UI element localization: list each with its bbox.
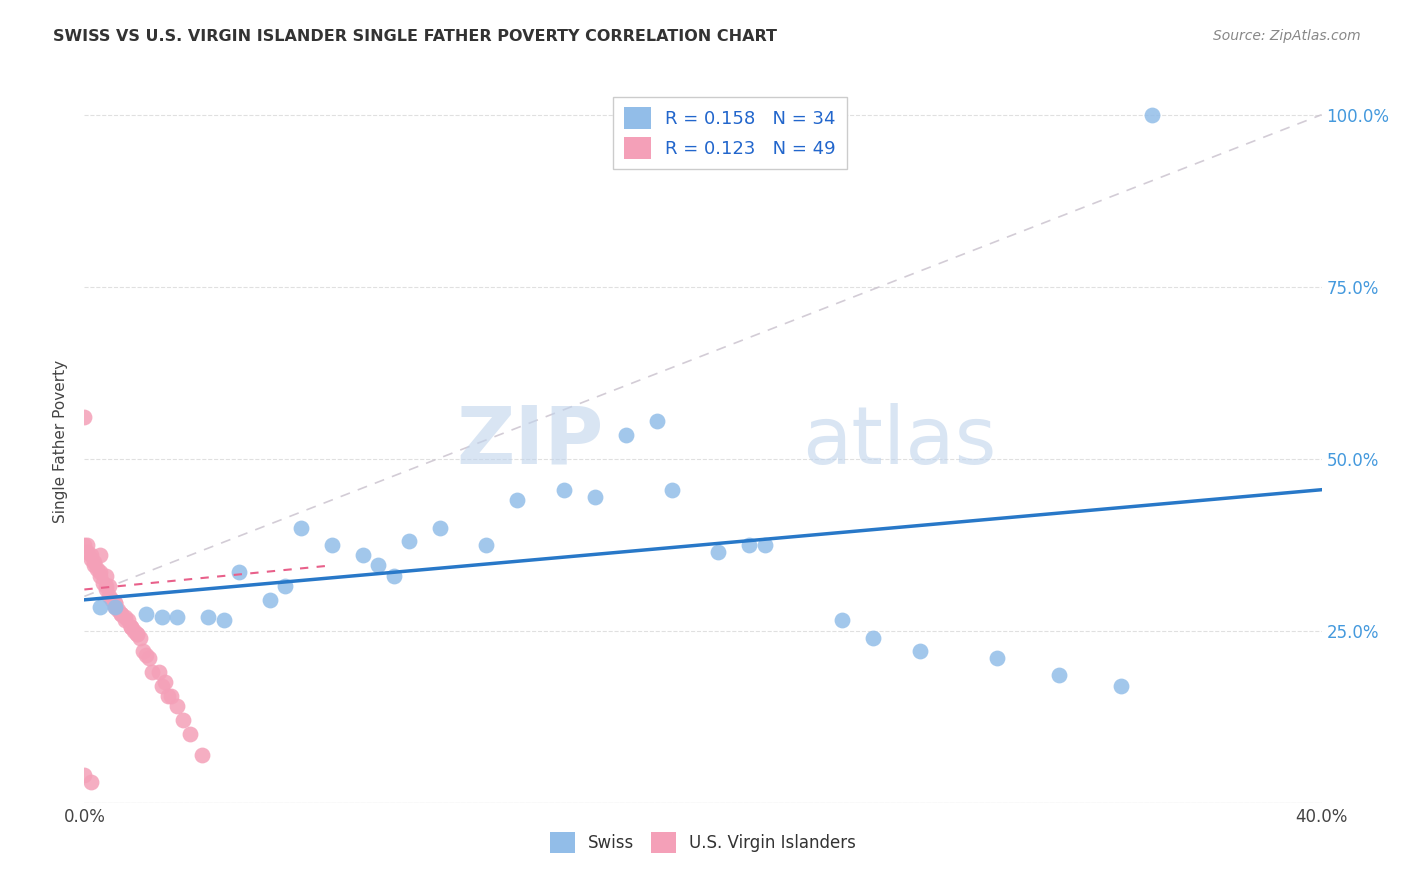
Point xyxy=(191,747,214,762)
Point xyxy=(367,558,389,573)
Point xyxy=(398,534,420,549)
Point xyxy=(83,555,105,569)
Point xyxy=(120,620,142,634)
Point xyxy=(104,599,127,614)
Point xyxy=(197,610,219,624)
Point xyxy=(553,483,575,497)
Point xyxy=(110,607,132,621)
Point xyxy=(1109,679,1132,693)
Point xyxy=(156,689,179,703)
Point xyxy=(166,610,188,624)
Point xyxy=(212,614,235,628)
Point xyxy=(73,768,96,782)
Point xyxy=(89,566,111,580)
Point xyxy=(645,414,668,428)
Point xyxy=(148,665,170,679)
Point xyxy=(114,614,136,628)
Point xyxy=(707,544,730,558)
Point xyxy=(228,566,250,580)
Point xyxy=(114,610,136,624)
Y-axis label: Single Father Poverty: Single Father Poverty xyxy=(53,360,69,523)
Text: SWISS VS U.S. VIRGIN ISLANDER SINGLE FATHER POVERTY CORRELATION CHART: SWISS VS U.S. VIRGIN ISLANDER SINGLE FAT… xyxy=(53,29,778,45)
Point xyxy=(104,596,127,610)
Point xyxy=(129,631,152,645)
Point xyxy=(1140,108,1163,122)
Point xyxy=(79,551,101,566)
Point xyxy=(135,607,157,621)
Point xyxy=(89,599,111,614)
Point xyxy=(110,607,132,621)
Point xyxy=(79,548,101,562)
Point xyxy=(98,590,121,604)
Point xyxy=(89,548,111,562)
Point xyxy=(135,648,157,662)
Text: ZIP: ZIP xyxy=(457,402,605,481)
Point xyxy=(290,520,312,534)
Point xyxy=(259,592,281,607)
Text: atlas: atlas xyxy=(801,402,997,481)
Point xyxy=(83,558,105,573)
Point xyxy=(1047,668,1070,682)
Text: Source: ZipAtlas.com: Source: ZipAtlas.com xyxy=(1213,29,1361,44)
Point xyxy=(125,627,148,641)
Point xyxy=(141,665,163,679)
Point xyxy=(908,644,931,658)
Point xyxy=(79,775,101,789)
Point xyxy=(107,603,129,617)
Point xyxy=(104,599,127,614)
Point xyxy=(91,575,114,590)
Point xyxy=(831,614,853,628)
Point xyxy=(153,675,176,690)
Point xyxy=(754,538,776,552)
Point xyxy=(150,679,173,693)
Point xyxy=(120,620,142,634)
Point xyxy=(382,568,405,582)
Point xyxy=(73,410,96,425)
Point xyxy=(101,592,124,607)
Point xyxy=(132,644,155,658)
Point xyxy=(862,631,884,645)
Point xyxy=(122,624,145,638)
Point xyxy=(98,579,121,593)
Point xyxy=(89,568,111,582)
Legend: Swiss, U.S. Virgin Islanders: Swiss, U.S. Virgin Islanders xyxy=(543,826,863,860)
Point xyxy=(104,596,127,610)
Point xyxy=(166,699,188,714)
Point xyxy=(614,427,637,442)
Point xyxy=(150,610,173,624)
Point xyxy=(160,689,183,703)
Point xyxy=(94,568,117,582)
Point xyxy=(429,520,451,534)
Point xyxy=(125,627,148,641)
Point xyxy=(179,727,201,741)
Point xyxy=(738,538,761,552)
Point xyxy=(73,538,96,552)
Point xyxy=(94,582,117,597)
Point xyxy=(86,562,108,576)
Point xyxy=(138,651,160,665)
Point xyxy=(76,538,98,552)
Point xyxy=(986,651,1008,665)
Point xyxy=(117,614,139,628)
Point xyxy=(506,493,529,508)
Point xyxy=(352,548,374,562)
Point xyxy=(583,490,606,504)
Point xyxy=(274,579,297,593)
Point xyxy=(475,538,498,552)
Point xyxy=(94,579,117,593)
Point xyxy=(661,483,683,497)
Point xyxy=(321,538,343,552)
Point xyxy=(76,544,98,558)
Point xyxy=(172,713,194,727)
